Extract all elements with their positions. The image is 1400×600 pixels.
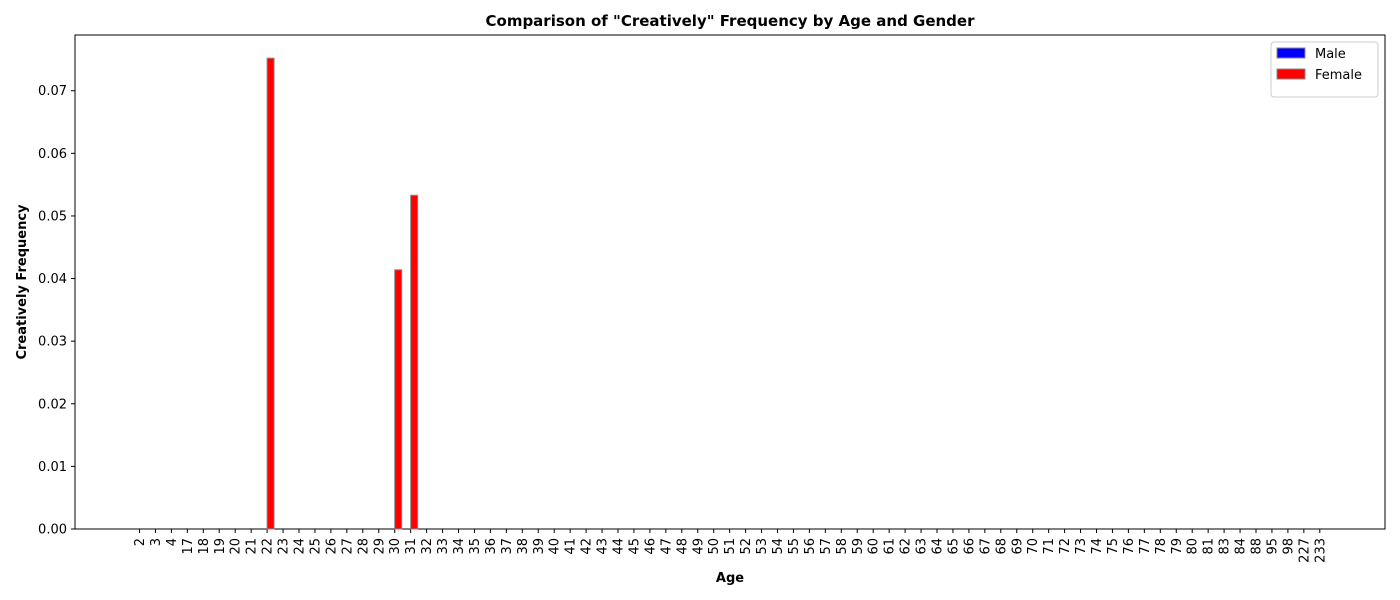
x-tick-label: 38: [516, 538, 531, 555]
x-tick-label: 69: [1010, 538, 1025, 555]
x-tick-label: 40: [548, 538, 563, 555]
legend-label-female: Female: [1315, 68, 1362, 83]
x-tick-label: 56: [803, 538, 818, 555]
y-tick-label: 0.04: [38, 272, 67, 287]
x-tick-label: 44: [612, 538, 627, 555]
x-tick-label: 73: [1074, 538, 1089, 555]
y-tick-label: 0.06: [38, 147, 67, 162]
x-tick-label: 47: [659, 538, 674, 555]
x-tick-label: 46: [643, 538, 658, 555]
x-axis-label: Age: [716, 571, 744, 586]
x-tick-label: 34: [452, 538, 467, 555]
bar-female-31: [410, 194, 419, 530]
x-tick-label: 51: [723, 538, 738, 555]
plot-area: 0.000.010.020.030.040.050.060.072 3 4 17 18 1…: [38, 34, 1386, 563]
x-tick-label: 45: [627, 538, 642, 555]
x-tick-label: 60: [867, 538, 882, 555]
y-tick-label: 0.05: [38, 209, 67, 224]
x-tick-label: 33: [436, 538, 451, 555]
y-tick-label: 0.02: [38, 397, 67, 412]
x-tick-label: 74: [1090, 538, 1105, 555]
x-tick-label: 61: [883, 538, 898, 555]
x-tick-label: 36: [484, 538, 499, 555]
x-tick-label: 63: [915, 538, 930, 555]
x-tick-label: 25: [308, 538, 323, 555]
x-tick-label: 72: [1058, 538, 1073, 555]
x-tick-label: 35: [468, 538, 483, 555]
x-tick-label: 23: [277, 538, 292, 555]
chart-title: Comparison of "Creatively" Frequency by …: [486, 12, 976, 30]
x-tick-label: 42: [580, 538, 595, 555]
x-tick-label: 76: [1122, 538, 1137, 555]
x-tick-label: 227: [1297, 538, 1312, 563]
x-tick-label: 57: [819, 538, 834, 555]
x-tick-label: 20: [229, 538, 244, 555]
y-tick-label: 0.00: [38, 523, 67, 538]
x-tick-label: 37: [500, 538, 515, 555]
x-tick-label: 66: [962, 538, 977, 555]
legend-label-male: Male: [1315, 47, 1346, 62]
x-tick-label: 78: [1154, 538, 1169, 555]
x-tick-label: 30: [388, 538, 403, 555]
x-tick-label: 22: [261, 538, 276, 555]
y-axis-label: Creatively Frequency: [15, 204, 30, 360]
x-tick-label: 75: [1106, 538, 1121, 555]
x-tick-label: 48: [675, 538, 690, 555]
x-tick-label: 233: [1313, 538, 1328, 563]
x-tick-label: 31: [404, 538, 419, 555]
x-tick-label: 88: [1250, 538, 1265, 555]
x-tick-label: 84: [1234, 538, 1249, 555]
x-tick-label: 79: [1170, 538, 1185, 555]
x-tick-label: 64: [931, 538, 946, 555]
y-tick-label: 0.07: [38, 84, 67, 99]
x-tick-label: 41: [564, 538, 579, 555]
legend: Male Female: [1270, 41, 1379, 98]
x-tick-label: 27: [340, 538, 355, 555]
x-tick-label: 3: [149, 538, 164, 546]
x-tick-label: 65: [946, 538, 961, 555]
bar-female-30: [394, 269, 403, 530]
x-tick-label: 28: [356, 538, 371, 555]
x-tick-label: 26: [324, 538, 339, 555]
x-tick-label: 71: [1042, 538, 1057, 555]
x-tick-label: 2: [133, 538, 148, 546]
x-tick-label: 81: [1202, 538, 1217, 555]
legend-swatch-male: [1276, 47, 1306, 59]
x-tick-label: 52: [739, 538, 754, 555]
x-tick-label: 50: [707, 538, 722, 555]
x-tick-label: 24: [293, 538, 308, 555]
x-tick-label: 59: [851, 538, 866, 555]
x-tick-label: 4: [165, 538, 180, 546]
x-tick-label: 54: [771, 538, 786, 555]
x-tick-label: 39: [532, 538, 547, 555]
x-tick-label: 98: [1281, 538, 1296, 555]
x-tick-label: 21: [245, 538, 260, 555]
x-tick-label: 67: [978, 538, 993, 555]
x-tick-label: 62: [899, 538, 914, 555]
x-tick-label: 58: [835, 538, 850, 555]
x-tick-label: 77: [1138, 538, 1153, 555]
x-tick-label: 43: [596, 538, 611, 555]
x-tick-label: 55: [787, 538, 802, 555]
bar-female-22: [266, 57, 275, 530]
x-tick-label: 18: [197, 538, 212, 555]
legend-swatch-female: [1276, 68, 1306, 80]
y-tick-label: 0.01: [38, 460, 67, 475]
x-tick-label: 70: [1026, 538, 1041, 555]
x-tick-label: 80: [1186, 538, 1201, 555]
x-tick-label: 68: [994, 538, 1009, 555]
x-tick-label: 83: [1218, 538, 1233, 555]
x-tick-label: 29: [372, 538, 387, 555]
x-tick-label: 17: [181, 538, 196, 555]
y-tick-label: 0.03: [38, 335, 67, 350]
x-tick-label: 19: [213, 538, 228, 555]
x-tick-label: 32: [420, 538, 435, 555]
x-tick-label: 95: [1265, 538, 1280, 555]
x-tick-label: 53: [755, 538, 770, 555]
x-tick-label: 49: [691, 538, 706, 555]
